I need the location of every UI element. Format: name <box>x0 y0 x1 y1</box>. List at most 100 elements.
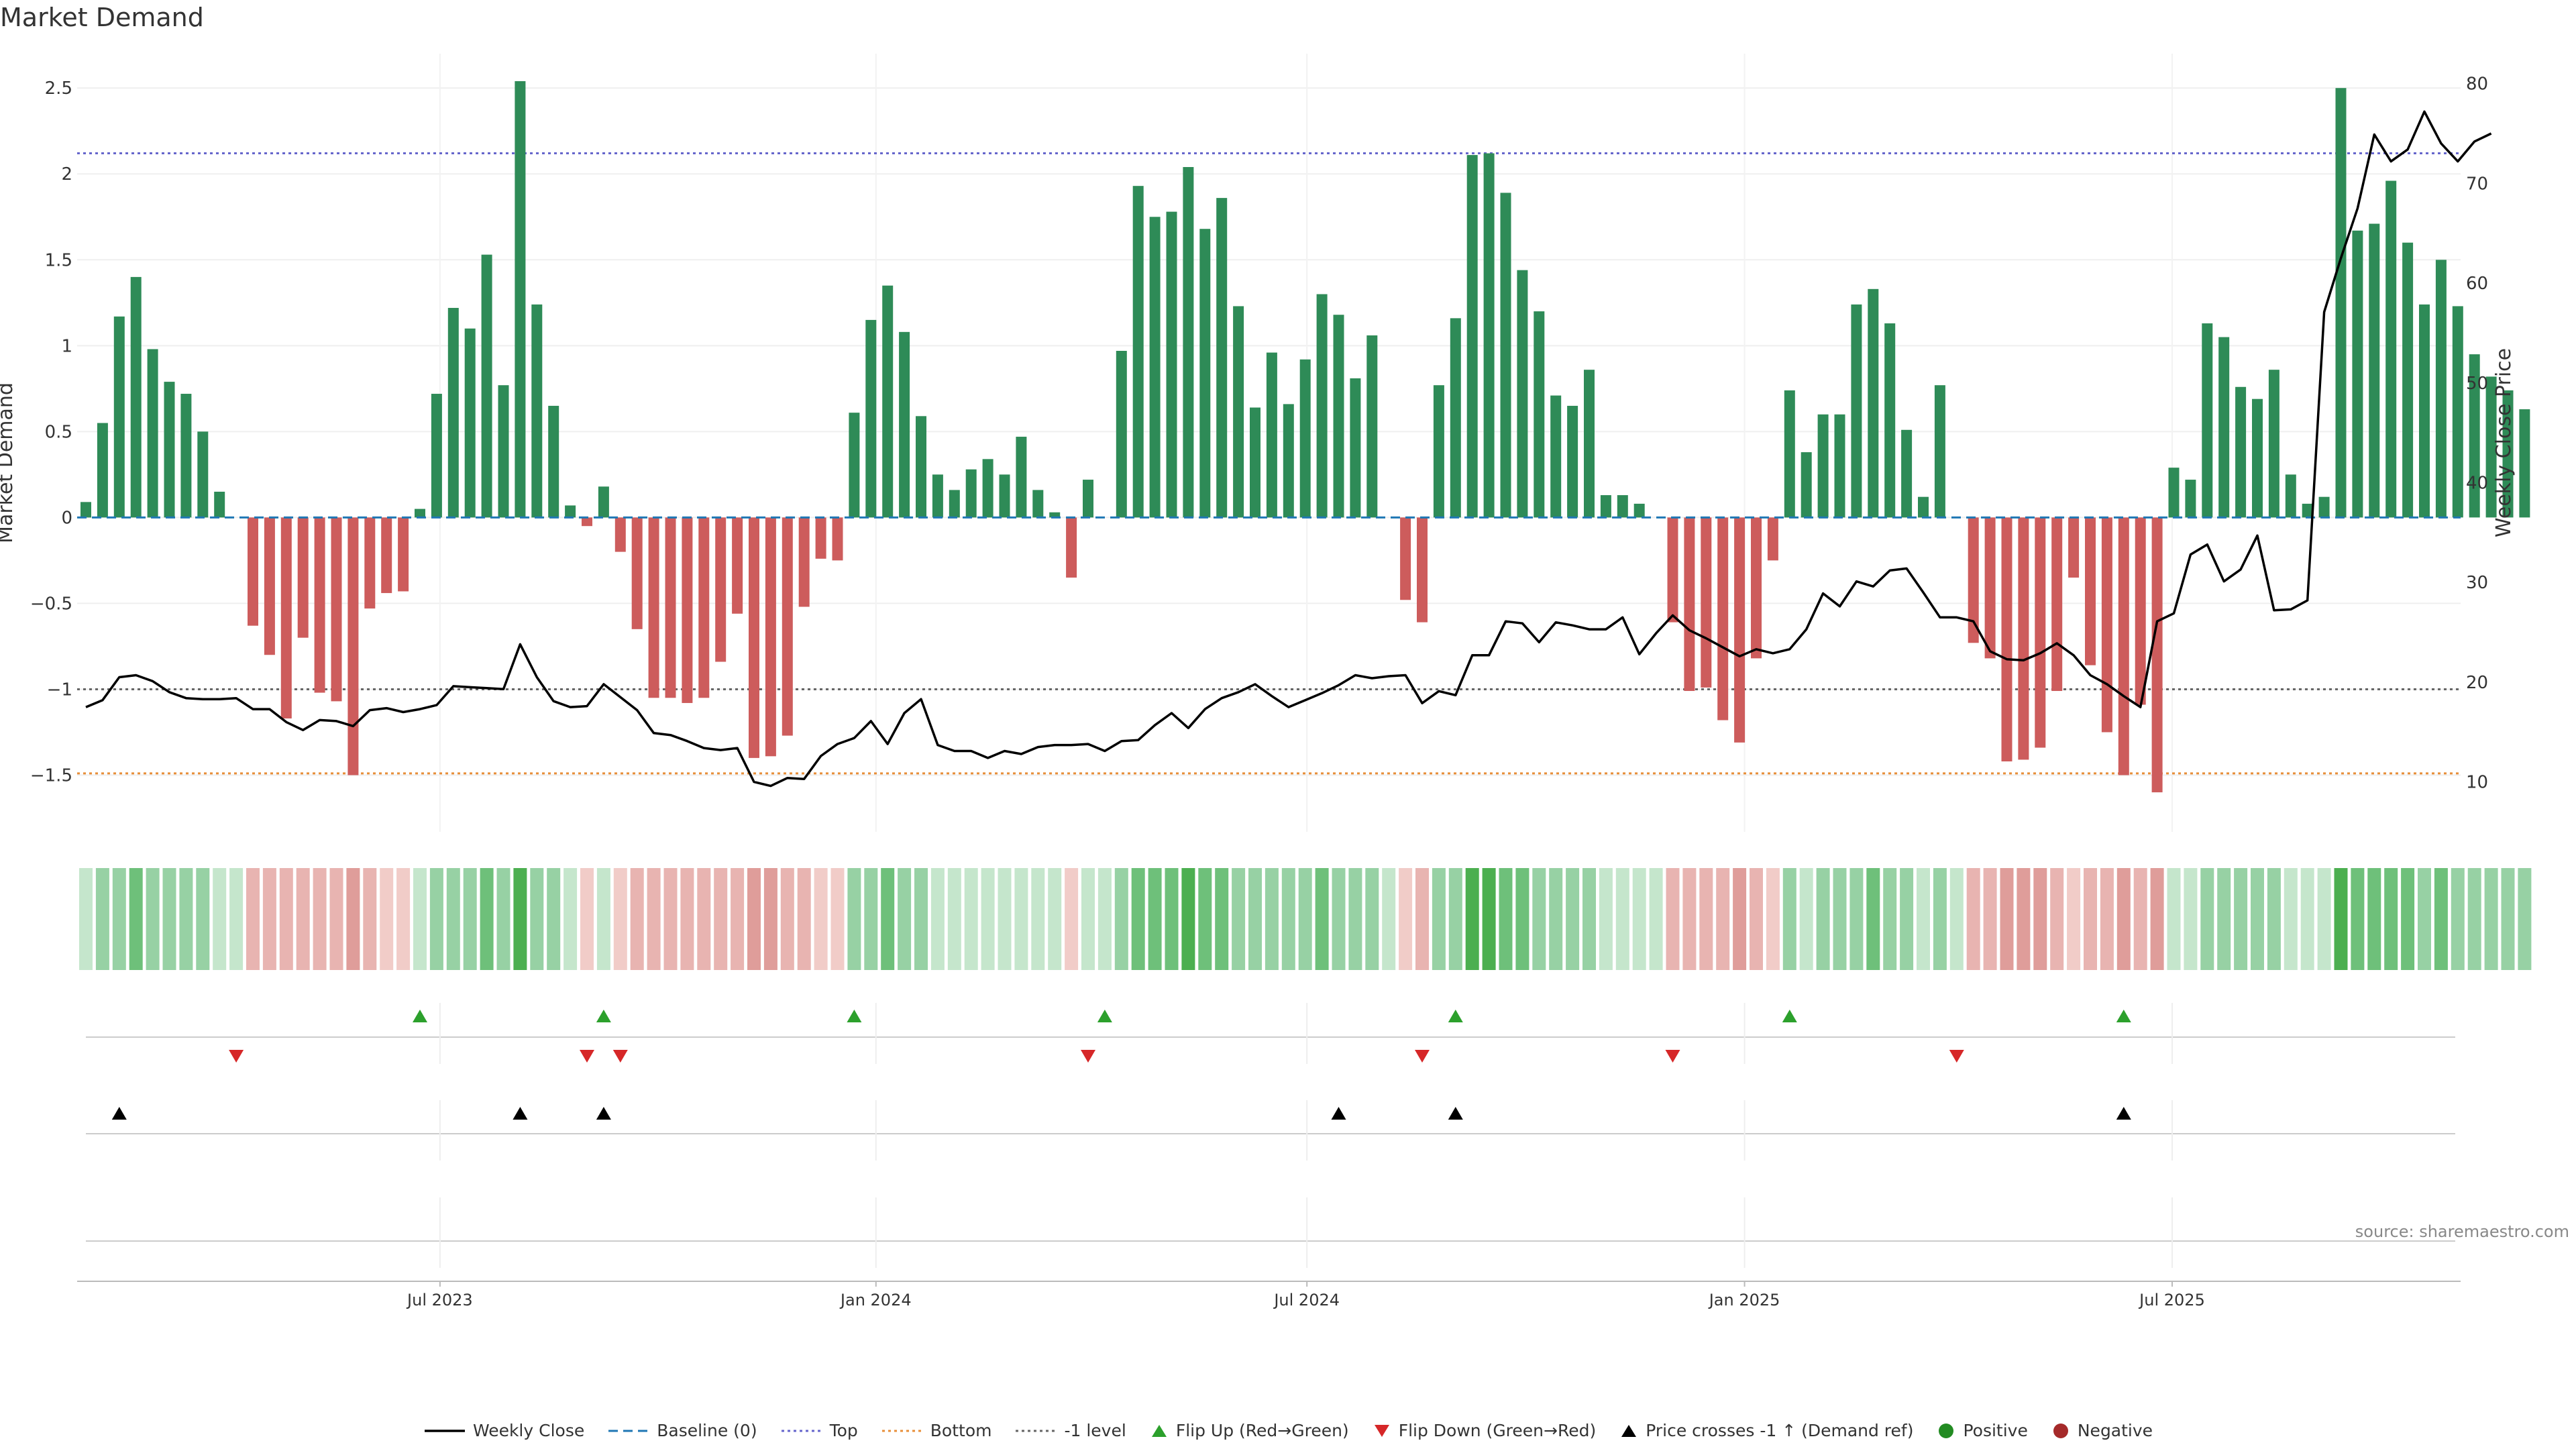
price-cross-marker <box>596 1107 611 1120</box>
right-axis-label: Weekly Close Price <box>2492 348 2516 537</box>
flip-up-marker <box>1448 1010 1463 1022</box>
heat-cell <box>1849 868 1864 970</box>
demand-bar-positive <box>548 405 559 518</box>
demand-bar-positive <box>498 385 509 518</box>
flip-down-marker <box>1081 1050 1095 1063</box>
demand-bar-positive <box>2285 474 2296 518</box>
demand-bar-positive <box>2369 223 2380 518</box>
heat-cell <box>2418 868 2431 970</box>
heat-cell <box>1131 868 1145 970</box>
heat-cell <box>898 868 912 970</box>
demand-bar-positive <box>1901 429 1913 518</box>
heat-cell <box>1499 868 1513 970</box>
heat-cell <box>1315 868 1329 970</box>
flip-up-marker <box>1097 1010 1112 1022</box>
heat-cell <box>2084 868 2097 970</box>
heat-cell <box>1348 868 1362 970</box>
right-tick-label: 20 <box>2466 673 2488 693</box>
heat-cell <box>1833 868 1847 970</box>
demand-bar-positive <box>1500 193 1511 518</box>
heat-cell <box>2367 868 2381 970</box>
legend-dot <box>2053 1423 2068 1438</box>
heat-cell <box>596 868 610 970</box>
heat-cell <box>1014 868 1028 970</box>
demand-bar-negative <box>749 517 759 758</box>
heat-cell <box>613 868 627 970</box>
legend-item: Negative <box>2051 1421 2153 1440</box>
demand-bar-negative <box>732 517 743 614</box>
heat-cell <box>429 868 443 970</box>
demand-bar-positive <box>2268 370 2279 518</box>
right-tick-label: 50 <box>2466 374 2488 394</box>
demand-bar-positive <box>1350 378 1361 518</box>
heat-cell <box>1566 868 1580 970</box>
left-tick-label: 1 <box>61 336 72 356</box>
heat-cell <box>1949 868 1964 970</box>
demand-bar-positive <box>1483 153 1495 518</box>
demand-bar-positive <box>2335 88 2347 518</box>
price-cross-marker <box>513 1107 528 1120</box>
legend-item: Flip Up (Red→Green) <box>1149 1421 1349 1440</box>
demand-bar-negative <box>2035 517 2046 748</box>
legend-label: Top <box>829 1421 858 1440</box>
legend-swatch <box>608 1430 649 1432</box>
heat-cell <box>1515 868 1529 970</box>
demand-bar-positive <box>565 505 576 518</box>
demand-bar-positive <box>415 508 425 518</box>
heat-cell <box>981 868 995 970</box>
price-cross-marker <box>111 1107 127 1120</box>
heat-cell <box>313 868 327 970</box>
heat-cell <box>1181 868 1195 970</box>
legend-label: -1 level <box>1064 1421 1126 1440</box>
event-markers <box>111 1010 2131 1120</box>
legend: Weekly Close Baseline (0) Top Bottom -1 leve… <box>0 1421 2576 1440</box>
heat-cell <box>2251 868 2264 970</box>
left-axis-ticks: −1.5 −1 −0.5 0 0.5 1 1.5 2 2.5 <box>30 78 72 786</box>
legend-label: Weekly Close <box>472 1421 585 1440</box>
heat-cell <box>1983 868 1997 970</box>
heat-cell <box>864 868 878 970</box>
heat-cell <box>1966 868 1980 970</box>
demand-bar-negative <box>280 517 292 718</box>
demand-bar-positive <box>1433 385 1444 518</box>
heat-cell <box>2384 868 2398 970</box>
heat-cell <box>780 868 794 970</box>
heat-cell <box>1716 868 1730 970</box>
legend-item: Baseline (0) <box>607 1421 757 1440</box>
flip-down-marker <box>612 1050 628 1063</box>
demand-bar-negative <box>398 517 409 592</box>
legend-label: Negative <box>2077 1421 2153 1440</box>
heat-cell <box>680 868 694 970</box>
heat-cell <box>396 868 411 970</box>
reference-lines <box>77 152 2461 775</box>
flip-up-marker <box>847 1010 862 1022</box>
legend-swatch <box>1621 1424 1637 1437</box>
demand-bar-positive <box>1584 370 1595 518</box>
demand-bar-positive <box>2502 390 2514 518</box>
demand-bar-positive <box>1600 495 1611 518</box>
demand-bar-negative <box>2068 517 2080 578</box>
heat-cell <box>1298 868 1312 970</box>
demand-bar-positive <box>1316 294 1328 518</box>
demand-heat-strip <box>79 868 2532 970</box>
legend-item: Price crosses -1 ↑ (Demand ref) <box>1619 1421 1913 1440</box>
demand-bar-positive <box>2168 468 2180 518</box>
demand-bar-positive <box>1333 315 1344 518</box>
heat-cell <box>797 868 811 970</box>
heat-cell <box>2501 868 2515 970</box>
demand-bar-negative <box>1751 517 1762 659</box>
marker-panels <box>86 1003 2455 1268</box>
heat-cell <box>2267 868 2281 970</box>
demand-bar-negative <box>1701 517 1712 688</box>
heat-cell <box>2217 868 2231 970</box>
left-tick-label: −1 <box>47 680 72 700</box>
demand-bar-positive <box>1266 352 1277 518</box>
demand-bar-negative <box>364 517 376 609</box>
heat-cell <box>1432 868 1446 970</box>
heat-cell <box>1782 868 1796 970</box>
heat-cell <box>2401 868 2415 970</box>
legend-dot <box>1939 1423 1954 1438</box>
legend-label: Positive <box>1963 1421 2028 1440</box>
demand-bar-negative <box>264 517 275 655</box>
demand-bar-positive <box>982 459 994 518</box>
